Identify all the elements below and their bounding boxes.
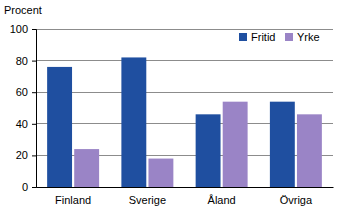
bar (196, 114, 221, 187)
grid-line (36, 29, 333, 30)
plot: 0 20 40 60 80 100 Finland Sverige Åland Övriga Fri… (10, 23, 334, 206)
legend-swatch (239, 33, 247, 41)
y-axis: 0 20 40 60 80 100 (10, 23, 37, 193)
bar (74, 149, 99, 187)
x-tick-label: Sverige (129, 194, 166, 206)
grid-line (36, 60, 333, 61)
y-tick-mark (32, 29, 36, 30)
legend-swatch (285, 33, 293, 41)
grid (36, 29, 333, 187)
y-tick-label: 100 (10, 23, 28, 35)
bar (47, 67, 72, 187)
y-tick-label: 0 (22, 181, 28, 193)
y-tick-label: 40 (16, 118, 28, 130)
y-tick: 80 (16, 55, 36, 67)
y-tick-label: 20 (16, 149, 28, 161)
bar (223, 102, 248, 187)
x-tick: Åland (208, 187, 236, 206)
bar (297, 114, 322, 187)
legend-label: Yrke (297, 31, 320, 43)
legend-item: Yrke (285, 31, 320, 43)
bar (148, 159, 173, 187)
y-tick: 20 (16, 149, 36, 161)
y-tick-mark (32, 187, 36, 188)
bar (270, 102, 295, 187)
grid-line (36, 92, 333, 93)
x-tick: Sverige (129, 187, 166, 206)
x-tick-label: Åland (208, 194, 236, 206)
y-tick: 100 (10, 23, 36, 35)
x-tick: Finland (55, 187, 91, 206)
legend-label: Fritid (251, 31, 275, 43)
y-tick: 0 (22, 181, 36, 193)
y-tick-mark (32, 124, 36, 125)
chart: 0 20 40 60 80 100 Finland Sverige Åland Övriga Fri… (0, 0, 337, 220)
y-tick: 60 (16, 86, 36, 98)
bar (121, 57, 146, 187)
bars (47, 57, 322, 187)
y-tick-mark (32, 92, 36, 93)
x-axis: Finland Sverige Åland Övriga (37, 187, 334, 206)
y-axis-line (32, 30, 37, 188)
y-tick-mark (32, 155, 36, 156)
y-tick-mark (32, 61, 36, 62)
x-tick-label: Övriga (280, 194, 313, 206)
y-axis-title: Procent (4, 4, 42, 16)
x-tick: Övriga (280, 187, 313, 206)
legend: Fritid Yrke (239, 31, 320, 43)
y-tick-label: 60 (16, 86, 28, 98)
y-tick: 40 (16, 118, 36, 130)
x-axis-line (37, 187, 334, 188)
legend-item: Fritid (239, 31, 275, 43)
y-tick-label: 80 (16, 55, 28, 67)
x-tick-label: Finland (55, 194, 91, 206)
